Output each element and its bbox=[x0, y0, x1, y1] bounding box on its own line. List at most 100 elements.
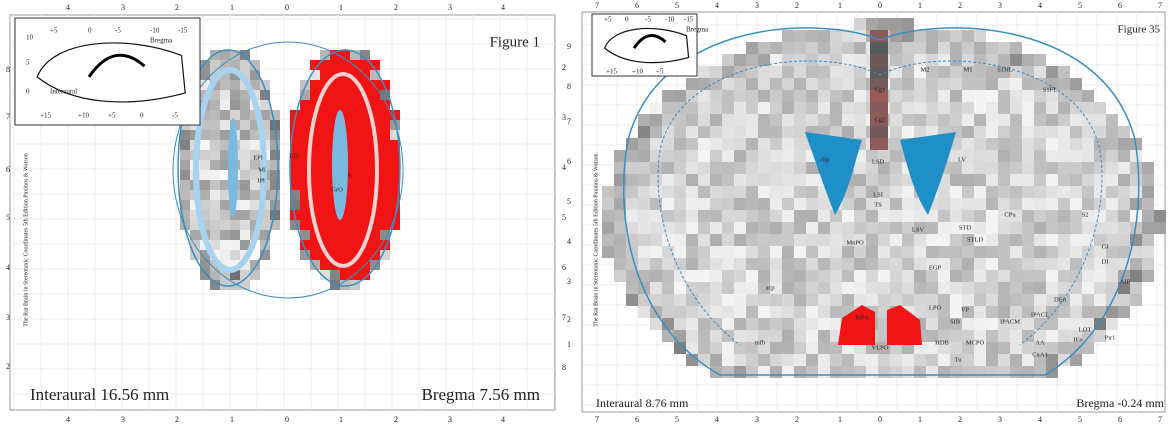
tissue-tile bbox=[842, 294, 854, 306]
tissue-tile bbox=[758, 90, 770, 102]
tissue-tile bbox=[662, 186, 674, 198]
x-tick-label: 4 bbox=[66, 3, 70, 12]
x-tick-label: 2 bbox=[175, 415, 179, 424]
tissue-tile bbox=[806, 294, 818, 306]
tissue-tile bbox=[638, 138, 650, 150]
tissue-tile bbox=[890, 258, 902, 270]
tissue-tile bbox=[986, 222, 998, 234]
tissue-tile bbox=[722, 102, 734, 114]
tissue-tile bbox=[686, 318, 698, 330]
tissue-tile bbox=[1082, 90, 1094, 102]
tissue-tile bbox=[770, 138, 782, 150]
tissue-tile bbox=[902, 114, 914, 126]
tissue-tile bbox=[602, 210, 614, 222]
tissue-tile bbox=[320, 150, 330, 160]
tissue-tile bbox=[938, 90, 950, 102]
tissue-tile bbox=[1010, 42, 1022, 54]
tissue-tile bbox=[1118, 150, 1130, 162]
tissue-tile bbox=[842, 246, 854, 258]
tissue-tile bbox=[758, 354, 770, 366]
tissue-tile bbox=[662, 90, 674, 102]
tissue-tile bbox=[722, 270, 734, 282]
tissue-tile bbox=[1022, 54, 1034, 66]
tissue-tile bbox=[722, 318, 734, 330]
tissue-tile bbox=[722, 246, 734, 258]
tissue-tile bbox=[782, 222, 794, 234]
inset-label: +5 bbox=[656, 68, 664, 76]
tissue-tile bbox=[770, 114, 782, 126]
tissue-tile bbox=[842, 258, 854, 270]
tissue-tile bbox=[1142, 246, 1154, 258]
tissue-tile bbox=[770, 294, 782, 306]
tissue-tile bbox=[830, 54, 842, 66]
tissue-tile bbox=[842, 114, 854, 126]
tissue-tile bbox=[674, 222, 686, 234]
tissue-tile bbox=[878, 246, 890, 258]
tissue-tile bbox=[746, 198, 758, 210]
x-tick-label: 6 bbox=[1118, 415, 1122, 424]
region-label: DEn bbox=[1054, 296, 1067, 303]
tissue-tile bbox=[240, 150, 250, 160]
tissue-tile bbox=[818, 354, 830, 366]
tissue-tile bbox=[1046, 234, 1058, 246]
tissue-tile bbox=[686, 198, 698, 210]
tissue-tile bbox=[674, 294, 686, 306]
tissue-tile bbox=[722, 126, 734, 138]
tissue-tile bbox=[806, 186, 818, 198]
tissue-tile bbox=[986, 114, 998, 126]
tissue-tile bbox=[794, 198, 806, 210]
tissue-tile bbox=[698, 174, 710, 186]
tissue-tile bbox=[734, 102, 746, 114]
tissue-tile bbox=[794, 246, 806, 258]
tissue-tile bbox=[830, 258, 842, 270]
region-label: S2 bbox=[1082, 211, 1089, 218]
tissue-tile bbox=[854, 174, 866, 186]
tissue-tile bbox=[1094, 186, 1106, 198]
tissue-tile bbox=[710, 210, 722, 222]
tissue-tile bbox=[722, 114, 734, 126]
tissue-tile bbox=[614, 246, 626, 258]
tissue-tile bbox=[998, 222, 1010, 234]
tissue-tile bbox=[1082, 246, 1094, 258]
tissue-tile bbox=[350, 130, 360, 140]
tissue-tile bbox=[938, 282, 950, 294]
tissue-tile bbox=[650, 282, 662, 294]
tissue-tile bbox=[686, 174, 698, 186]
tissue-tile bbox=[902, 258, 914, 270]
tissue-tile bbox=[962, 258, 974, 270]
tissue-tile bbox=[854, 102, 866, 114]
tissue-tile bbox=[320, 120, 330, 130]
tissue-tile bbox=[320, 220, 330, 230]
tissue-tile bbox=[746, 210, 758, 222]
tissue-tile bbox=[1142, 222, 1154, 234]
x-tick-label: 4 bbox=[501, 415, 505, 424]
tissue-tile bbox=[200, 180, 210, 190]
inset-label: +15 bbox=[40, 112, 51, 120]
region-label: GI bbox=[1102, 243, 1109, 250]
tissue-tile bbox=[794, 138, 806, 150]
tissue-tile bbox=[626, 174, 638, 186]
x-tick-label: 2 bbox=[958, 415, 962, 424]
tissue-tile bbox=[866, 18, 878, 30]
tissue-tile bbox=[380, 210, 390, 220]
tissue-tile bbox=[782, 150, 794, 162]
tissue-tile bbox=[962, 318, 974, 330]
bregma-label: Bregma 7.56 mm bbox=[421, 385, 540, 404]
tissue-tile bbox=[746, 138, 758, 150]
tissue-tile bbox=[842, 354, 854, 366]
tissue-tile bbox=[770, 78, 782, 90]
tissue-tile bbox=[758, 270, 770, 282]
tissue-tile bbox=[250, 190, 260, 200]
tissue-tile bbox=[1046, 150, 1058, 162]
tissue-tile bbox=[320, 200, 330, 210]
region-label: CPu bbox=[1004, 211, 1016, 218]
tissue-tile bbox=[794, 30, 806, 42]
tissue-tile bbox=[758, 114, 770, 126]
x-tick-label: 3 bbox=[755, 1, 759, 10]
tissue-tile bbox=[290, 170, 300, 180]
tissue-tile bbox=[1010, 294, 1022, 306]
tissue-tile bbox=[758, 258, 770, 270]
tissue-tile bbox=[722, 174, 734, 186]
tissue-tile bbox=[782, 306, 794, 318]
tissue-tile bbox=[686, 210, 698, 222]
